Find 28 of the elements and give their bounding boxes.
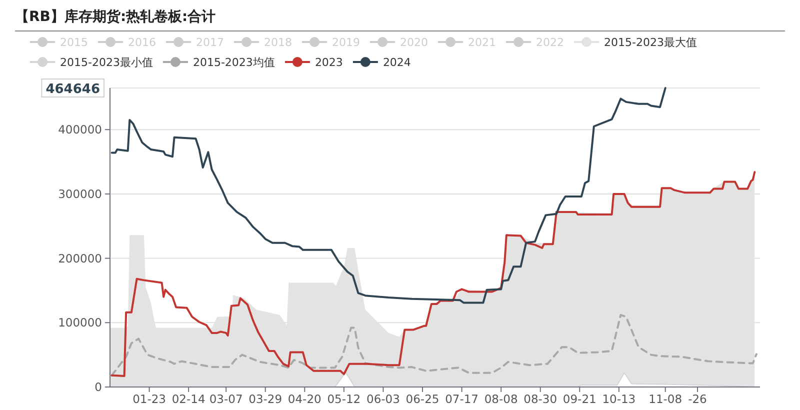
y-tick-label: 200000 <box>58 251 102 266</box>
y-tick-label: 300000 <box>58 186 102 201</box>
x-tick-label: 05-12 <box>327 392 361 406</box>
x-tick-label: 04-20 <box>288 392 322 406</box>
legend-label: 2015-2023最小值 <box>60 56 153 69</box>
x-tick-label: 06-03 <box>366 392 400 406</box>
x-tick-label: 02-14 <box>172 392 206 406</box>
x-tick-label: 08-30 <box>524 392 558 406</box>
x-tick-label: 07-17 <box>445 392 478 406</box>
x-tick-label: 09-21 <box>562 392 596 406</box>
y-tick-label: 0 <box>94 380 102 394</box>
legend-label: 2024 <box>382 56 411 69</box>
x-tick-label: 03-07 <box>209 392 243 406</box>
x-tick-label: 03-29 <box>248 392 282 406</box>
y-tick-label: 400000 <box>58 122 102 137</box>
x-tick-label: 06-25 <box>406 392 440 406</box>
y-tick-label: 100000 <box>58 316 102 330</box>
legend-label: 2015-2023最大值 <box>604 36 697 49</box>
chart-title: 【RB】库存期货:热轧卷板:合计 <box>15 8 216 25</box>
x-tick-label: 08-08 <box>484 392 518 406</box>
y-tick-label: 464646 <box>46 82 100 97</box>
x-tick-label: 10-13 <box>602 392 636 406</box>
legend-label: 2023 <box>314 56 343 69</box>
x-tick-label: 11-08 <box>648 392 682 406</box>
x-tick-label: 01-23 <box>132 392 166 406</box>
x-tick-label: -26 <box>688 392 707 406</box>
line-series <box>110 87 666 304</box>
legend-label: 2015-2023均值 <box>192 56 275 69</box>
